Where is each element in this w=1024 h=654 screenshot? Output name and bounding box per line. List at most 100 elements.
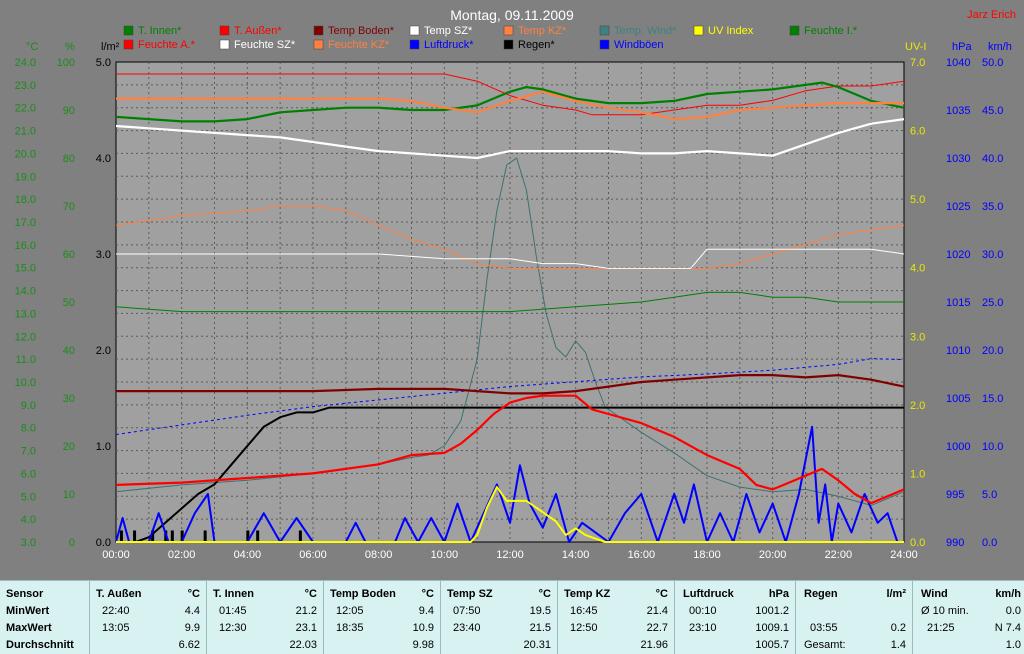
legend-swatch	[503, 39, 514, 50]
author-label: Jarz Erich	[967, 9, 1016, 21]
series-line	[116, 73, 905, 116]
axis-tick-label: 10	[63, 489, 75, 501]
stat-title: Temp KZ	[564, 588, 611, 600]
stat-min-time: 00:10	[689, 605, 717, 617]
stat-max: 9.9	[184, 622, 200, 634]
legend-swatch	[219, 39, 230, 50]
stat-col-temp-kz: Temp KZ °C 16:45 21.4 12:50 22.7 21.96	[557, 581, 674, 654]
series-line	[115, 358, 905, 435]
x-tick-label: 06:00	[299, 549, 327, 561]
legend-swatch	[789, 25, 800, 36]
axis-tick-label: 5.0	[21, 491, 36, 503]
stat-min: 0.0	[1005, 605, 1021, 617]
axis-tick-label: 15.0	[982, 393, 1003, 405]
stat-col-t-aussen: T. Außen °C 22:40 4.4 13:05 9.9 6.62	[89, 581, 206, 654]
legend-swatch	[219, 25, 230, 36]
legend-swatch	[503, 25, 514, 36]
series-line	[115, 291, 904, 313]
legend-label: Windböen	[614, 39, 664, 51]
axis-tick-label: 15.0	[15, 263, 36, 275]
legend-label: Luftdruck*	[424, 39, 474, 51]
x-tick-label: 16:00	[628, 549, 656, 561]
axis-unit-label: °C	[26, 41, 38, 53]
axis-tick-label: 50.0	[982, 57, 1003, 69]
axis-tick-label: 6.0	[910, 126, 925, 138]
axis-tick-label: 12.0	[15, 331, 36, 343]
stat-max: 10.9	[412, 622, 434, 634]
stat-col-luftdruck: Luftdruck hPa 00:10 1001.2 23:10 1009.1 …	[674, 581, 795, 654]
axis-tick-label: 35.0	[982, 201, 1003, 213]
axis-tick-label: 1030	[946, 153, 970, 165]
rain-bar	[119, 530, 123, 542]
stat-avg: 1.4	[890, 639, 906, 651]
stat-min: 4.4	[184, 605, 200, 617]
stat-max-time: 13:05	[102, 622, 130, 634]
series-line	[115, 205, 905, 269]
axis-tick-label: 0.0	[982, 537, 997, 549]
series-line	[115, 81, 905, 123]
legend-label: T. Innen*	[138, 25, 182, 37]
legend-label: Feuchte A.*	[138, 39, 196, 51]
legend-swatch	[599, 25, 610, 36]
stat-min-time: 07:50	[453, 605, 481, 617]
axis-tick-label: 6.0	[21, 468, 36, 480]
axis-tick-label: 17.0	[15, 217, 36, 229]
axis-tick-label: 19.0	[15, 171, 36, 183]
stat-unit: °C	[538, 588, 551, 600]
legend-label: Temp KZ*	[518, 25, 567, 37]
weather-chart: Montag, 09.11.2009 Jarz Erich T. Innen* T. …	[15, 7, 1016, 561]
stat-max-time: 21:25	[927, 622, 955, 634]
stat-title: Wind	[921, 588, 948, 600]
stat-avg: 1.0	[1005, 639, 1021, 651]
legend-swatch	[409, 39, 420, 50]
legend-swatch	[313, 39, 324, 50]
stat-unit: km/h	[995, 588, 1021, 600]
stat-avg-label: Gesamt:	[804, 639, 846, 651]
axis-tick-label: 23.0	[15, 80, 36, 92]
axis-tick-label: 1010	[946, 345, 970, 357]
axis-tick-label: 8.0	[21, 423, 36, 435]
axis-tick-label: 30	[63, 393, 75, 405]
rain-bar	[246, 530, 250, 542]
axis-tick-label: 1.0	[910, 468, 925, 480]
axis-tick-label: 1005	[946, 393, 970, 405]
row-label-avg: Durchschnitt	[6, 639, 74, 651]
axis-tick-label: 3.0	[910, 331, 925, 343]
x-tick-label: 18:00	[693, 549, 721, 561]
axis-tick-label: 16.0	[15, 240, 36, 252]
x-tick-label: 00:00	[102, 549, 130, 561]
axis-tick-label: 5.0	[96, 57, 111, 69]
stat-min-time: Ø 10 min.	[921, 605, 969, 617]
legend-label: UV Index	[708, 25, 754, 37]
axis-tick-label: 45.0	[982, 105, 1003, 117]
stat-col-temp-boden: Temp Boden °C 12:05 9.4 18:35 10.9 9.98	[323, 581, 440, 654]
rain-bar	[180, 530, 184, 542]
stat-unit: °C	[304, 588, 317, 600]
x-tick-label: 08:00	[365, 549, 393, 561]
stat-avg: 21.96	[640, 639, 668, 651]
stat-avg: 22.03	[289, 639, 317, 651]
series-line	[115, 118, 905, 160]
x-tick-label: 02:00	[168, 549, 196, 561]
stat-avg: 1005.7	[755, 639, 789, 651]
series-line	[116, 406, 904, 543]
axis-tick-label: 4.0	[21, 514, 36, 526]
legend-label: Temp Boden*	[328, 25, 395, 37]
rain-bar	[151, 530, 155, 542]
axis-tick-label: 2.0	[96, 345, 111, 357]
series-line	[116, 486, 904, 543]
rain-bar	[203, 530, 207, 542]
legend-swatch	[123, 39, 134, 50]
stat-max: 21.5	[529, 622, 551, 634]
axis-tick-label: 60	[63, 249, 75, 261]
axis-tick-label: 0.0	[96, 537, 111, 549]
axis-tick-label: 90	[63, 105, 75, 117]
axis-tick-label: 0.0	[910, 537, 925, 549]
stat-unit: hPa	[768, 588, 789, 600]
axis-unit-label: %	[65, 41, 75, 53]
axis-tick-label: 21.0	[15, 126, 36, 138]
legend-label: Feuchte KZ*	[328, 39, 390, 51]
x-tick-label: 10:00	[431, 549, 459, 561]
axis-unit-label: l/m²	[101, 41, 120, 53]
row-label-sensor: Sensor	[6, 588, 44, 600]
